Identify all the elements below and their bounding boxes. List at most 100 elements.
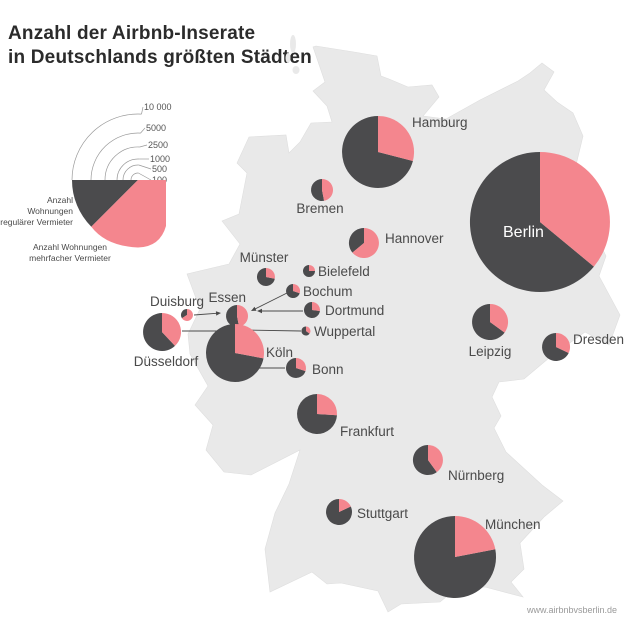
city-label-mnchen: München — [485, 517, 541, 532]
pie-duisburg — [180, 308, 193, 321]
pie-duisburg-regular-slice — [180, 308, 187, 319]
legend-regular-line2: regulärer Vermieter — [0, 217, 73, 227]
pie-essen-regular-slice — [226, 305, 240, 327]
pie-wuppertal-multiple-slice — [306, 326, 311, 334]
legend-ring-100 — [130, 172, 139, 181]
pie-bonn-regular-slice — [285, 358, 306, 378]
pie-kln-regular-slice — [206, 324, 264, 382]
pie-hannover-multiple-slice — [352, 228, 379, 258]
page-title: Anzahl der Airbnb-Inserate in Deutschlan… — [8, 22, 312, 70]
legend-multiple-wedge — [91, 180, 166, 248]
pie-wuppertal-regular-slice — [301, 326, 310, 336]
pie-mnchen-regular-slice — [414, 516, 497, 598]
city-label-bochum: Bochum — [303, 284, 353, 299]
legend-scale-value: 2500 — [148, 140, 168, 150]
city-label-kln: Köln — [266, 345, 293, 360]
pie-bonn — [285, 358, 306, 378]
pie-bremen-regular-slice — [311, 179, 325, 201]
pie-stuttgart — [326, 499, 353, 525]
pie-dresden — [542, 332, 571, 361]
island-amrum — [285, 53, 291, 63]
pie-bochum-regular-slice — [286, 284, 300, 298]
pie-dresden-regular-slice — [542, 333, 569, 361]
pie-stuttgart-multiple-slice — [339, 499, 351, 512]
city-label-dortmund: Dortmund — [325, 303, 384, 318]
pie-berlin-multiple-slice — [540, 152, 610, 267]
city-label-hamburg: Hamburg — [412, 115, 468, 130]
pie-leipzig — [472, 303, 509, 340]
pie-dsseldorf-multiple-slice — [162, 312, 182, 346]
city-label-leipzig: Leipzig — [469, 344, 512, 359]
legend-ring-2500 — [104, 146, 140, 181]
connector-arrowhead-bochum — [251, 306, 257, 311]
pie-berlin-regular-slice — [469, 151, 594, 292]
source-url[interactable]: www.airbnbvsberlin.de — [526, 605, 617, 615]
city-label-dsseldorf: Düsseldorf — [134, 354, 199, 369]
title-line-1: Anzahl der Airbnb-Inserate — [8, 23, 256, 44]
pie-dsseldorf — [143, 312, 182, 351]
legend-scale-value: 5000 — [146, 123, 166, 133]
connector-wuppertal — [246, 329, 302, 332]
legend-multiple-line1: Anzahl Wohnungen — [32, 242, 108, 252]
island-sylt — [290, 35, 296, 53]
pie-frankfurt-multiple-slice — [317, 393, 338, 416]
pie-bochum-multiple-slice — [293, 283, 301, 294]
legend-scale-value: 10 000 — [144, 102, 172, 112]
pie-dortmund-multiple-slice — [312, 302, 320, 311]
legend-ring-5000 — [90, 132, 141, 181]
legend-ring-leader — [138, 172, 152, 181]
legend-ring-leader — [139, 144, 148, 148]
pie-nrnberg — [412, 444, 443, 475]
city-label-bonn: Bonn — [312, 362, 344, 377]
pie-hamburg-multiple-slice — [378, 115, 415, 161]
legend-ring-1000 — [116, 158, 140, 181]
legend-regular-hosts-label: Anzahl Wohnungen regulärer Vermieter — [0, 195, 73, 228]
pie-essen-multiple-slice — [237, 304, 249, 327]
pie-essen — [226, 304, 249, 327]
city-label-berlin: Berlin — [503, 224, 544, 241]
legend-ring-leader — [141, 106, 144, 115]
pie-nrnberg-multiple-slice — [428, 445, 443, 473]
pie-bremen-multiple-slice — [322, 179, 334, 201]
pie-frankfurt — [297, 393, 338, 434]
legend-multiple-line2: mehrfacher Vermieter — [29, 253, 111, 263]
pie-mnchen — [414, 516, 497, 598]
city-label-wuppertal: Wuppertal — [314, 324, 375, 339]
city-label-nrnberg: Nürnberg — [448, 468, 504, 483]
pie-bielefeld-multiple-slice — [309, 265, 315, 271]
legend-ring-10000 — [71, 113, 142, 181]
city-label-dresden: Dresden — [573, 332, 624, 347]
title-line-2: in Deutschlands größten Städten — [8, 47, 312, 68]
city-label-frankfurt: Frankfurt — [340, 424, 394, 439]
city-label-duisburg: Duisburg — [150, 294, 204, 309]
pie-bonn-multiple-slice — [296, 358, 306, 372]
pie-dortmund — [303, 301, 320, 318]
legend-regular-line1: Anzahl Wohnungen — [27, 195, 73, 216]
pie-duisburg-multiple-slice — [181, 309, 193, 321]
pie-frankfurt-regular-slice — [297, 394, 337, 434]
pie-mnster-multiple-slice — [266, 268, 275, 279]
legend-ring-leader — [138, 164, 152, 170]
connector-duisburg — [193, 312, 219, 316]
island-nordstrand — [292, 66, 300, 74]
pie-leipzig-regular-slice — [472, 304, 505, 340]
pie-stuttgart-regular-slice — [326, 499, 353, 525]
city-label-bremen: Bremen — [296, 201, 343, 216]
city-label-hannover: Hannover — [385, 231, 444, 246]
pie-mnster — [256, 267, 275, 286]
pie-hamburg-regular-slice — [342, 116, 413, 188]
pie-hamburg — [342, 115, 415, 188]
pie-bielefeld — [303, 265, 315, 277]
city-label-essen: Essen — [208, 290, 246, 305]
pie-kln — [206, 324, 265, 382]
connector-arrowhead-duisburg — [215, 311, 221, 316]
pie-nrnberg-regular-slice — [412, 444, 437, 475]
pie-kln-multiple-slice — [235, 324, 265, 359]
pie-hannover-regular-slice — [348, 227, 364, 253]
pie-dresden-multiple-slice — [556, 332, 571, 353]
connector-bochum — [253, 292, 288, 311]
city-label-mnster: Münster — [240, 250, 289, 265]
pie-dsseldorf-regular-slice — [143, 313, 175, 351]
legend-regular-wedge — [71, 180, 138, 227]
